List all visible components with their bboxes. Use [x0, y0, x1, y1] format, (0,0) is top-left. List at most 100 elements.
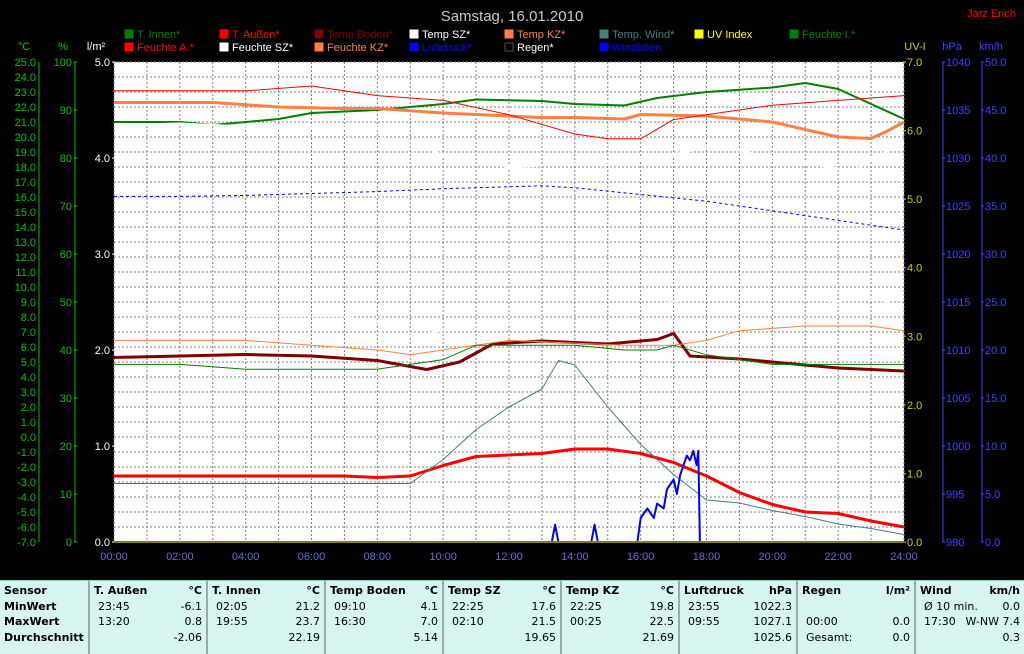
axis-left2-unit: % [58, 41, 68, 53]
stats-row: 5.14 [330, 630, 439, 646]
legend-swatch [409, 42, 419, 52]
stats-row: Ø 10 min. 0.0 [920, 599, 1020, 615]
axis-left1-tick: -1.0 [17, 447, 36, 459]
stats-column-header: T. Innen °C [212, 583, 320, 599]
stats-value: 21.2 [295, 599, 321, 613]
axis-right2-tick: 990 [946, 537, 964, 549]
axis-x-tick: 14:00 [561, 551, 589, 563]
stats-column: Temp KZ °C 22:25 19.8 00:25 22.5 21.69 [562, 581, 680, 654]
axis-left1-tick: 15.0 [15, 207, 36, 219]
stats-row: 09:10 4.1 [330, 599, 438, 615]
axis-right3-tick: 30.0 [985, 249, 1006, 261]
axis-x-tick: 08:00 [364, 551, 392, 563]
axis-left1-tick: 13.0 [15, 237, 36, 249]
stats-row: 22:25 17.6 [448, 599, 556, 615]
axis-left2-tick: 70 [60, 201, 72, 213]
axis-left2-tick: 60 [60, 249, 72, 261]
axis-left1-tick: 9.0 [21, 297, 36, 309]
axis-left3-tick: 5.0 [95, 57, 110, 69]
stats-row: 02:05 21.2 [212, 599, 320, 615]
series-line [550, 449, 904, 543]
stats-row: 00:25 22.5 [566, 614, 674, 630]
stats-time: 22:25 [570, 599, 602, 613]
stats-value: 22.5 [649, 615, 675, 628]
series-line [114, 344, 904, 370]
axis-left1-tick: 10.0 [15, 282, 36, 294]
axis-left3-tick: 0.0 [95, 537, 110, 549]
stats-time [212, 630, 216, 646]
axis-left1-tick: -6.0 [17, 522, 36, 534]
stats-row: -2.06 [94, 630, 202, 646]
axis-right1-tick: 6.0 [907, 126, 922, 138]
axis-left1-unit: °C [18, 41, 30, 53]
stats-value: 5.14 [413, 630, 439, 644]
stats-label-column: Sensor MinWert MaxWert Durchschnitt [0, 581, 90, 654]
stats-value: 1027.1 [753, 615, 793, 628]
stats-time: 02:05 [216, 599, 248, 613]
legend-label: T. Innen* [137, 29, 181, 41]
stats-row: 02:10 21.5 [448, 614, 556, 630]
stats-value: -2.06 [173, 630, 202, 644]
stats-column-unit: °C [188, 584, 202, 597]
stats-time [94, 630, 98, 646]
stats-column: Luftdruck hPa 23:55 1022.3 09:55 1027.1 1025.6 [680, 581, 798, 654]
stats-time [566, 630, 570, 646]
axis-left1-tick: 24.0 [15, 72, 36, 84]
axis-left1-tick: 8.0 [21, 312, 36, 324]
legend-swatch [599, 42, 609, 52]
axis-right3-tick: 20.0 [985, 345, 1006, 357]
axis-right2-tick: 1025 [946, 201, 970, 213]
series-line [114, 360, 905, 535]
legend-label: Luftdruck* [422, 42, 472, 54]
axis-left2-tick: 90 [60, 105, 72, 117]
stats-time [684, 630, 688, 646]
axis-right1-tick: 0.0 [907, 537, 922, 549]
axis-left1-tick: 18.0 [15, 162, 36, 174]
legend-swatch [504, 42, 514, 52]
stats-value: 0.0 [1002, 599, 1021, 613]
axis-right1-unit: UV-I [904, 41, 925, 53]
series-line [113, 291, 905, 337]
axis-right1-tick: 3.0 [907, 331, 922, 343]
stats-row [802, 599, 910, 615]
axis-right2-tick: 995 [946, 489, 964, 501]
stats-row: 00:00 0.0 [802, 614, 910, 630]
series-line [114, 447, 905, 529]
axis-left3-tick: 4.0 [95, 153, 110, 165]
stats-column-title: Regen [802, 584, 842, 597]
stats-time: 09:55 [688, 615, 720, 628]
axis-left3-tick: 2.0 [95, 345, 110, 357]
axis-left1-tick: -2.0 [17, 462, 36, 474]
legend-label: Temp. Wind* [612, 29, 675, 41]
stats-column-unit: l/m² [885, 584, 910, 597]
stats-column-title: Temp KZ [566, 584, 620, 597]
stats-time: Gesamt: [806, 630, 853, 644]
axis-x-tick: 06:00 [298, 551, 326, 563]
stats-row: 22.19 [212, 630, 321, 646]
stats-column: T. Innen °C 02:05 21.2 19:55 23.7 22.19 [208, 581, 326, 654]
stats-row: 0.3 [920, 630, 1021, 646]
legend-label: Temp Boden* [327, 29, 394, 41]
legend-label: Temp KZ* [517, 29, 566, 41]
axis-left1-tick: -3.0 [17, 477, 36, 489]
axis-right3-tick: 50.0 [985, 57, 1006, 69]
axis-left1-tick: 0.0 [21, 432, 36, 444]
axis-left1-tick: 3.0 [21, 387, 36, 399]
chart-area: Samstag, 16.01.2010 Jarz Erich 25.0 24.0 23.… [14, 8, 1016, 563]
axis-left1-tick: 25.0 [15, 57, 36, 69]
stats-column: Temp SZ °C 22:25 17.6 02:10 21.5 19.65 [444, 581, 562, 654]
stats-value: 21.5 [531, 615, 557, 628]
stats-time [920, 630, 924, 646]
stats-time: 02:10 [452, 615, 484, 628]
stats-time: 16:30 [334, 615, 366, 628]
stats-column-unit: °C [424, 584, 438, 597]
axis-right1-tick: 1.0 [907, 468, 922, 480]
axis-left1-tick: -7.0 [17, 537, 36, 549]
stats-row: 19.65 [448, 630, 557, 646]
axis-right2-unit: hPa [942, 41, 962, 53]
stats-value: 0.3 [1002, 630, 1021, 644]
legend-label: Temp SZ* [422, 29, 471, 41]
legend-label: Feuchte I.* [802, 29, 856, 41]
axis-x-tick: 00:00 [100, 551, 128, 563]
stats-table: Sensor MinWert MaxWert Durchschnitt T. A… [0, 580, 1024, 654]
